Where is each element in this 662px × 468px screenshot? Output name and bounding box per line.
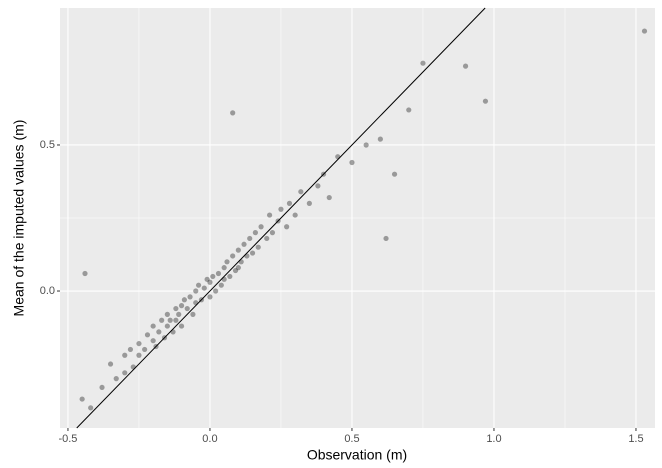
point [167,317,173,323]
point [173,317,179,323]
point [193,288,199,294]
point [150,323,156,329]
point [187,294,193,300]
point [150,338,156,344]
point [363,142,369,148]
point [113,376,119,382]
point [176,311,182,317]
point [170,329,176,335]
point [190,311,196,317]
point [207,294,213,300]
point [142,346,148,353]
point [136,340,142,347]
point [482,98,489,104]
point [326,194,332,201]
point [420,60,426,66]
point [144,332,151,338]
point [406,107,412,113]
point [266,212,273,218]
point [79,396,85,402]
point [181,297,187,303]
point [122,352,128,358]
y-tick-label: 0.5 [40,139,55,151]
point [82,270,88,277]
point [178,303,185,309]
point [349,159,355,166]
point [230,253,236,259]
point [221,265,227,271]
point [230,110,236,116]
point [335,154,341,160]
point [127,346,134,353]
point [156,329,162,335]
y-axis-title: Mean of the imputed values (m) [11,120,27,317]
point [315,183,321,189]
point [227,273,233,280]
point [232,267,239,274]
point [201,285,207,291]
point [218,282,224,288]
point [286,200,293,206]
point [255,244,261,250]
point [235,247,241,253]
point [215,270,222,277]
point [122,370,128,376]
point [641,28,648,34]
point [193,300,199,306]
point [258,224,264,230]
point [284,224,290,230]
point [377,136,383,142]
point [210,273,216,280]
point [391,171,398,177]
point [178,323,185,329]
point [235,265,241,271]
point [184,305,190,312]
point [383,235,389,242]
point [292,212,298,218]
point [130,364,136,370]
point [264,235,270,242]
point [164,311,170,317]
point [173,305,179,312]
point [159,317,165,323]
grid [60,8,655,428]
y-tick-label: 0.0 [40,285,55,297]
point [238,259,244,265]
point [88,405,94,411]
point [298,189,304,195]
point [249,250,256,256]
point [241,241,247,247]
point [306,200,312,206]
point [164,323,170,329]
point [252,230,258,236]
x-tick-label: 0.0 [202,433,217,445]
point [224,259,230,265]
x-tick-label: 1.5 [628,433,643,445]
points [76,7,648,429]
x-tick-label: 1.0 [486,433,501,445]
x-axis-title: Observation (m) [307,447,407,463]
x-tick-label: -0.5 [58,433,77,445]
identity-line [76,7,486,429]
point [269,230,276,236]
point [195,282,202,288]
point [213,288,219,294]
point [278,206,284,212]
point [207,279,213,285]
point [462,63,469,69]
point [247,235,253,242]
point [107,361,114,367]
point [244,253,250,259]
x-tick-label: 0.5 [344,433,359,445]
point [204,276,210,282]
point [221,276,227,282]
point [136,352,142,358]
point [99,384,105,391]
